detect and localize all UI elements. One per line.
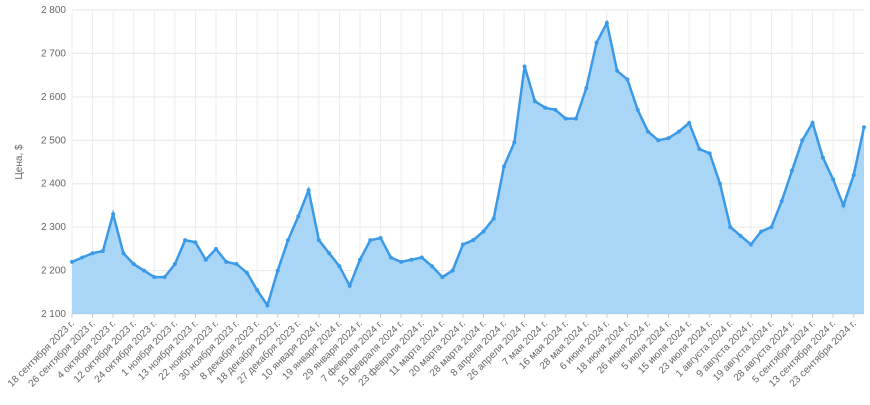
point [574,116,578,121]
point [728,225,733,230]
point [604,21,609,26]
point [502,164,506,169]
point [203,257,208,262]
y-tick-label: 2 800 [41,5,66,16]
point [306,188,311,193]
point [244,270,249,275]
point [70,259,74,264]
point [779,199,784,204]
point [419,255,424,260]
point [512,140,517,145]
point [862,125,866,130]
point [430,264,434,269]
point [584,86,589,91]
point [522,64,527,69]
point [234,262,239,267]
point [666,136,671,141]
point [481,229,486,234]
point [646,129,650,134]
y-tick-label: 2 400 [41,179,66,190]
point [594,40,599,45]
point [676,129,681,134]
point [460,242,465,247]
y-tick-label: 2 600 [41,92,66,103]
point [152,275,157,280]
point [162,275,167,280]
y-axis-label: Цена, $ [14,144,25,180]
point [841,203,846,208]
point [707,151,712,156]
point [748,242,753,247]
point [738,233,743,238]
point [378,236,383,240]
point [327,251,332,256]
point [296,214,301,219]
point [543,105,548,110]
y-tick-label: 2 100 [41,309,66,320]
point [142,268,146,273]
point [790,168,794,173]
price-line [71,19,866,309]
point [347,283,352,288]
point [656,138,661,143]
point [440,275,445,280]
point [820,155,825,160]
point [265,303,270,308]
point [255,288,260,293]
point [172,262,177,267]
point [831,177,836,182]
point [193,240,198,245]
point [769,225,774,230]
point [275,268,280,273]
point [718,181,722,186]
point [399,259,404,264]
point [810,120,815,125]
point [491,216,496,221]
point [563,116,568,121]
point [90,251,95,256]
point [337,264,342,269]
y-tick-label: 2 200 [41,266,66,277]
point [615,68,620,73]
point [214,246,218,251]
y-tick-label: 2 300 [41,222,66,233]
point [687,120,692,125]
point [111,212,116,217]
y-tick-label: 2 500 [41,135,66,146]
point [800,138,805,143]
point [100,249,105,254]
point [471,238,476,243]
point [553,107,558,112]
point [759,229,764,234]
y-tick-label: 2 700 [41,48,66,59]
point [697,146,702,151]
point [80,255,85,260]
point [625,77,630,82]
point [368,238,373,243]
point [388,255,393,260]
point [635,107,640,112]
point [409,257,414,262]
point [316,238,321,243]
point [532,99,537,104]
point [286,238,290,243]
point [224,259,229,264]
point [121,251,126,256]
point [450,268,455,273]
point [358,257,362,262]
point [851,173,856,178]
point [131,262,136,267]
area-fill [72,23,864,314]
point [183,238,188,243]
